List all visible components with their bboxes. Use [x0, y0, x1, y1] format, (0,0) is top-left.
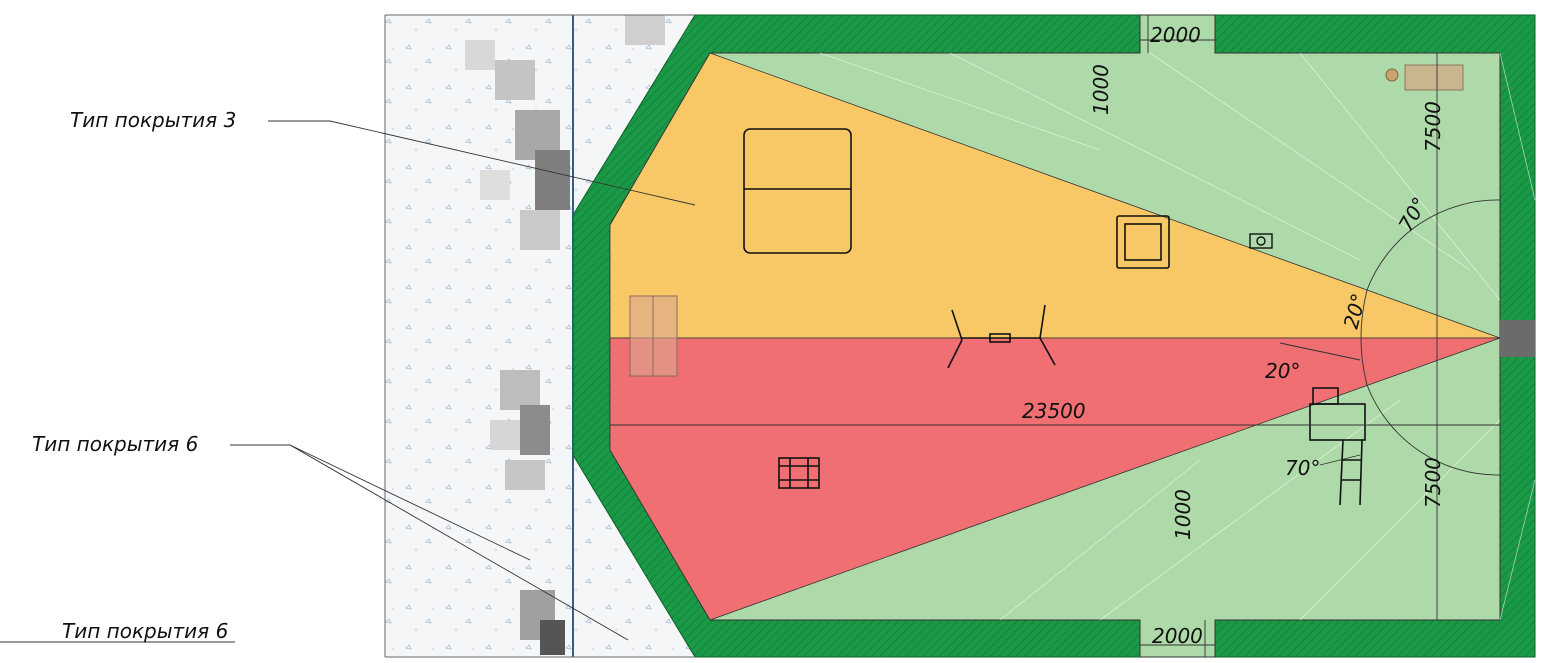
- dim-gap-bottom-width: 2000: [1152, 624, 1203, 648]
- dim-half-width-bottom: 7500: [1421, 457, 1445, 508]
- slide-tower-icon: [1309, 387, 1366, 506]
- dim-gap-top-width: 2000: [1150, 23, 1201, 47]
- bench-icon: [1385, 64, 1464, 91]
- callout-surface-3: Тип покрытия 3: [70, 108, 236, 132]
- callout-surface-6-lower: Тип покрытия 6: [62, 619, 228, 643]
- dim-gap-top-offset: 1000: [1089, 64, 1113, 115]
- lawn-construction-lines: [819, 52, 1536, 621]
- dim-length: 23500: [1022, 399, 1086, 423]
- angle-lower-outer: 70°: [1285, 456, 1320, 480]
- safety-zone-red: [609, 337, 1501, 621]
- dim-gap-bottom-offset: 1000: [1171, 489, 1195, 540]
- spring-rocker-icon: [1249, 233, 1273, 249]
- angle-lower-inner: 20°: [1265, 359, 1300, 383]
- play-platform: [743, 128, 852, 254]
- play-square-module: [1116, 215, 1170, 269]
- swing-icon: [947, 304, 1056, 369]
- callout-surface-6-upper: Тип покрытия 6: [32, 432, 198, 456]
- dimension-lines: [610, 15, 1501, 657]
- rocker-icon: [778, 457, 820, 489]
- dim-half-width-top: 7500: [1421, 101, 1445, 152]
- callout-leaders: [0, 120, 696, 643]
- entrance-marker: [1500, 320, 1535, 357]
